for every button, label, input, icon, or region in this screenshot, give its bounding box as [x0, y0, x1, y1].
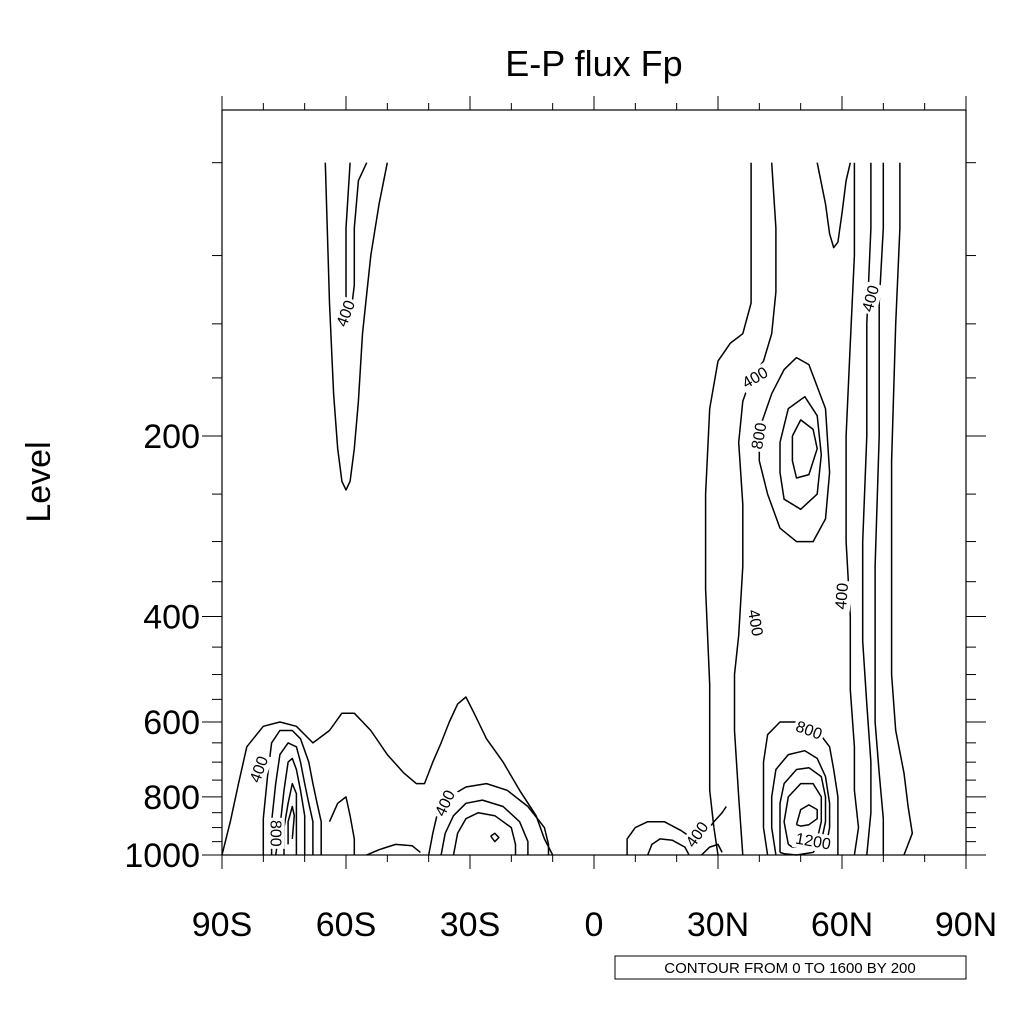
x-tick-label: 60N [811, 906, 873, 944]
contour-line [861, 162, 872, 856]
axis-ticks [202, 96, 986, 869]
contour-label-text: 400 [247, 754, 272, 785]
contour-label-text: 400 [744, 608, 765, 637]
chart-title: E-P flux Fp [505, 43, 682, 84]
contour-label: 800 [266, 817, 285, 849]
contour-label: 400 [737, 362, 774, 394]
contour-label: 800 [791, 716, 827, 745]
contour-line [328, 796, 356, 855]
x-tick-label: 90N [935, 906, 997, 944]
contour-label-text: 1200 [794, 831, 832, 854]
contour-line [647, 838, 690, 856]
contour-label: 1200 [791, 829, 835, 854]
contour-line [440, 799, 529, 856]
contour-label-text: 400 [833, 582, 852, 610]
x-tick-label: 30S [440, 906, 501, 944]
x-tick-labels: 90S 60S 30S 0 30N 60N 90N [192, 906, 997, 944]
contour-label-text: 800 [267, 820, 284, 847]
contour-line [221, 696, 554, 856]
y-tick-label: 1000 [124, 837, 200, 875]
contour-line [366, 843, 421, 856]
y-tick-label: 600 [143, 704, 200, 742]
x-tick-label: 0 [585, 906, 604, 944]
y-axis-label: Level [20, 441, 58, 522]
contour-label: 400 [743, 606, 767, 640]
contour-line [324, 162, 389, 491]
contour-line [874, 162, 885, 855]
y-tick-label: 800 [143, 779, 200, 817]
y-tick-labels: 200 400 600 800 1000 [124, 418, 200, 875]
contour-info-box: CONTOUR FROM 0 TO 1600 BY 200 [614, 955, 967, 980]
contour-info-label: CONTOUR FROM 0 TO 1600 BY 200 [664, 960, 915, 977]
contour-label-text: 800 [793, 718, 824, 743]
contour-line [791, 419, 818, 479]
contour-line [262, 729, 322, 855]
contour-label: 400 [858, 281, 884, 316]
contour-label-text: 400 [860, 284, 883, 314]
contour-label: 400 [332, 295, 360, 332]
contour-lines [221, 162, 914, 856]
y-tick-label: 200 [143, 418, 200, 456]
contour-label: 400 [430, 785, 460, 822]
contour-line [770, 749, 831, 856]
contour-line [270, 742, 314, 855]
contour-line [490, 832, 500, 843]
contour-line [795, 804, 818, 827]
contour-line [274, 757, 306, 856]
contour-line [427, 782, 550, 856]
contour-line [700, 843, 723, 856]
x-tick-label: 60S [316, 906, 377, 944]
contour-line [733, 162, 777, 856]
plot-frame [221, 109, 967, 856]
y-tick-label: 400 [143, 598, 200, 636]
contour-line [816, 162, 852, 249]
x-tick-label: 30N [687, 906, 749, 944]
contour-line [452, 811, 517, 856]
x-tick-label: 90S [192, 906, 253, 944]
contour-line [845, 162, 860, 856]
contour-line [626, 806, 727, 855]
contour-line [779, 395, 823, 511]
info-box-border [614, 955, 967, 980]
contour-line [758, 356, 831, 543]
contour-label: 800 [747, 419, 771, 453]
contour-label-text: 800 [749, 421, 770, 450]
contour-line [287, 805, 296, 845]
contour-line [890, 162, 914, 856]
contour-label-text: 400 [334, 298, 359, 329]
contour-line [704, 162, 752, 856]
contour-label: 400 [831, 579, 853, 613]
